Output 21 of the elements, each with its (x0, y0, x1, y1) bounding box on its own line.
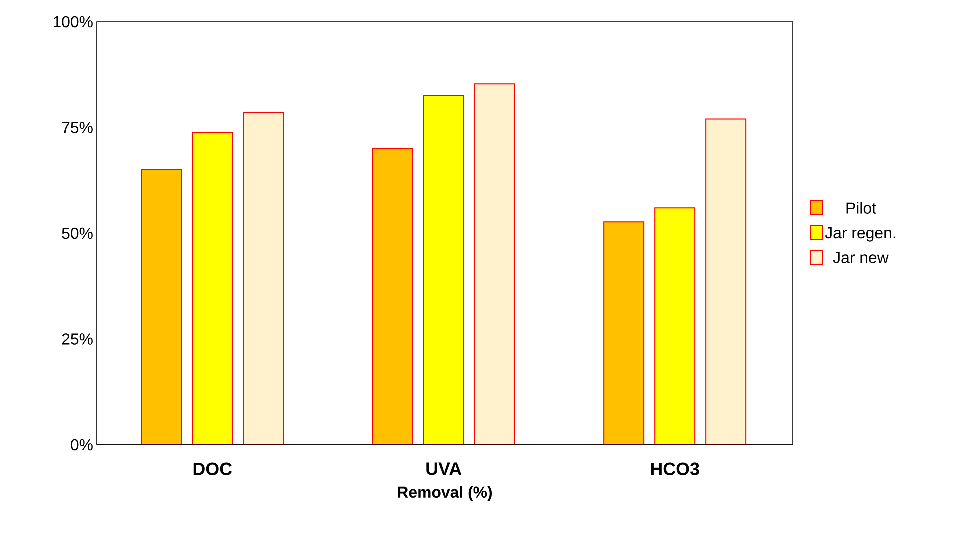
bar (706, 118, 747, 445)
bar (141, 170, 182, 445)
x-tick-label: HCO3 (651, 462, 700, 476)
bar (372, 148, 414, 445)
x-axis-title: Removal (%) (398, 486, 492, 502)
y-tick-label: 0% (71, 439, 93, 451)
legend-label: Jar new (833, 252, 889, 264)
legend-label: Jar regen. (825, 228, 896, 242)
y-tick-label: 25% (62, 334, 93, 345)
bar (654, 208, 696, 445)
bar (474, 84, 516, 445)
x-tick-label: UVA (426, 462, 462, 476)
legend-label: Pilot (846, 202, 876, 214)
bar (604, 222, 645, 445)
x-tick-label: DOC (194, 462, 232, 476)
y-tick-label: 100% (54, 16, 93, 28)
bar (192, 132, 234, 445)
bar (423, 96, 464, 445)
y-tick-label: 75% (62, 122, 93, 134)
y-tick-label: 50% (62, 228, 93, 240)
bar (243, 112, 284, 445)
